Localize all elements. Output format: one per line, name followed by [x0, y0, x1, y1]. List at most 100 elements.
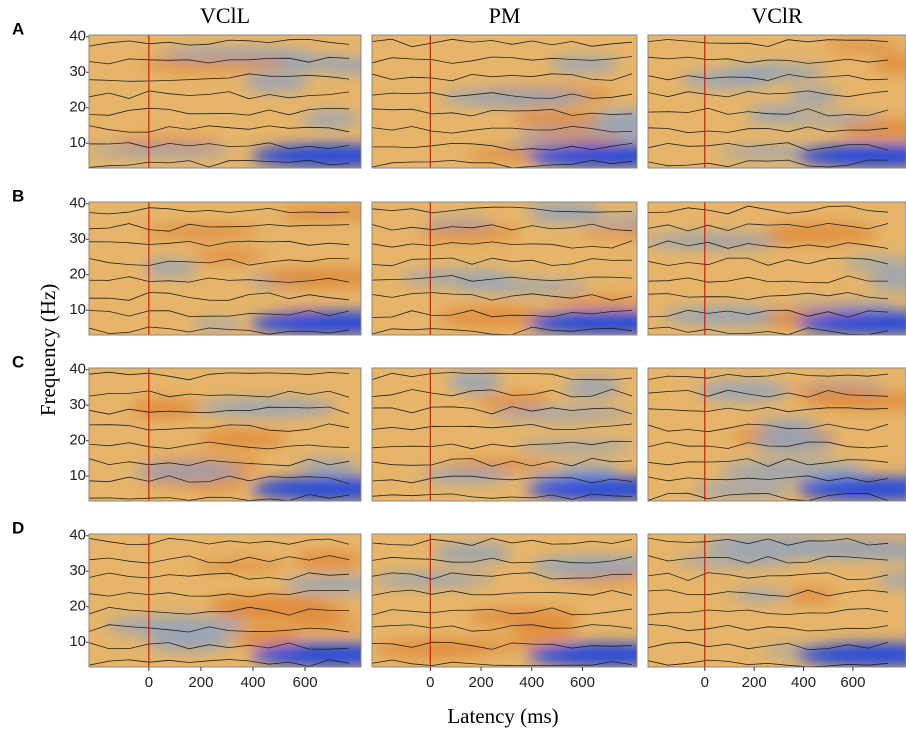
x-tick-label: 200	[469, 674, 494, 691]
contour-line	[648, 222, 889, 232]
low-power-region	[648, 233, 781, 250]
contour-line	[648, 572, 889, 581]
high-power-region	[446, 458, 557, 471]
y-tick-label: 20	[69, 598, 86, 615]
row-label: C	[12, 352, 24, 371]
heatmap-blobs	[673, 534, 906, 667]
low-power-region	[158, 47, 302, 61]
contour-line	[648, 275, 888, 284]
low-power-region	[133, 462, 243, 481]
panel-frame	[371, 34, 638, 169]
column-title: VClL	[200, 3, 250, 28]
panel-frame	[647, 533, 906, 668]
contour-line	[89, 606, 350, 616]
heatmap	[372, 371, 637, 501]
high-power-region	[790, 386, 879, 400]
high-power-region	[824, 40, 900, 53]
low-power-region	[296, 458, 361, 474]
contour-line	[648, 555, 889, 564]
heatmap-blobs	[440, 55, 637, 168]
heatmap	[89, 537, 361, 667]
high-power-region	[289, 621, 361, 632]
contour-line	[648, 126, 889, 134]
contour-line	[648, 423, 889, 433]
low-power-region	[146, 633, 234, 652]
contour-line	[89, 276, 350, 283]
x-tick-label: 0	[701, 674, 709, 691]
contour-line	[89, 310, 350, 317]
high-power-region	[544, 296, 637, 308]
low-power-region	[673, 555, 800, 568]
contour-line	[89, 159, 350, 168]
high-power-region	[280, 206, 344, 221]
low-power-region	[789, 88, 840, 106]
heatmap	[372, 38, 637, 168]
x-tick-label: 400	[240, 674, 265, 691]
contour-line	[372, 206, 633, 214]
y-tick-label: 10	[69, 633, 86, 650]
contour-line	[372, 275, 633, 282]
contour-line	[372, 440, 633, 450]
heatmap	[372, 202, 637, 335]
heatmap-blobs	[680, 40, 906, 168]
contour-line	[89, 659, 350, 667]
contour-line	[648, 326, 889, 335]
x-tick-label: 0	[426, 674, 434, 691]
contour-line	[89, 572, 350, 581]
x-tick-label: 400	[519, 674, 544, 691]
contour-line	[372, 73, 633, 82]
contour-line	[648, 623, 889, 632]
high-power-region	[426, 640, 542, 652]
contour-line	[89, 142, 350, 150]
panel-frame	[88, 367, 362, 502]
panel-frame	[88, 34, 362, 169]
contour-line	[89, 555, 350, 564]
contour-line	[648, 406, 889, 413]
x-tick-label: 200	[742, 674, 767, 691]
contour-line	[372, 423, 633, 431]
y-tick-label: 30	[69, 230, 86, 247]
contour-line	[372, 326, 633, 335]
low-power-region	[527, 643, 637, 667]
row-label: A	[12, 19, 24, 38]
high-power-region	[199, 428, 286, 449]
contour-line	[372, 624, 633, 632]
high-power-region	[527, 133, 622, 145]
contour-line	[89, 475, 350, 484]
contour-line	[648, 73, 889, 81]
panel-frame	[647, 34, 906, 169]
low-power-region	[251, 311, 361, 335]
heatmap	[648, 39, 906, 168]
low-power-region	[868, 271, 906, 291]
low-power-region	[372, 572, 493, 587]
row-label: D	[12, 518, 24, 537]
contour-line	[89, 240, 350, 247]
contour-line	[372, 292, 633, 301]
contour-line	[372, 457, 633, 467]
low-power-region	[565, 377, 621, 398]
low-power-region	[796, 144, 906, 168]
heatmap	[89, 205, 361, 335]
high-power-region	[195, 560, 287, 572]
contour-line	[372, 493, 633, 500]
x-tick-label: 0	[145, 674, 153, 691]
low-power-region	[584, 216, 637, 227]
contour-line	[89, 326, 350, 335]
heatmap	[89, 371, 361, 501]
high-power-region	[130, 398, 199, 419]
contour-line	[372, 607, 633, 616]
low-power-region	[730, 589, 790, 602]
contour-line	[89, 207, 350, 215]
row-label: B	[12, 186, 24, 205]
contour-line	[89, 257, 350, 266]
low-power-region	[720, 460, 870, 481]
y-tick-label: 40	[69, 527, 86, 544]
y-tick-label: 10	[69, 301, 86, 318]
contour-line	[89, 73, 350, 82]
contour-line	[372, 142, 633, 151]
contour-line	[648, 142, 889, 151]
high-power-region	[143, 225, 261, 239]
heatmap-blobs	[419, 371, 637, 501]
x-axis-label: Latency (ms)	[447, 704, 558, 728]
low-power-region	[324, 58, 361, 75]
